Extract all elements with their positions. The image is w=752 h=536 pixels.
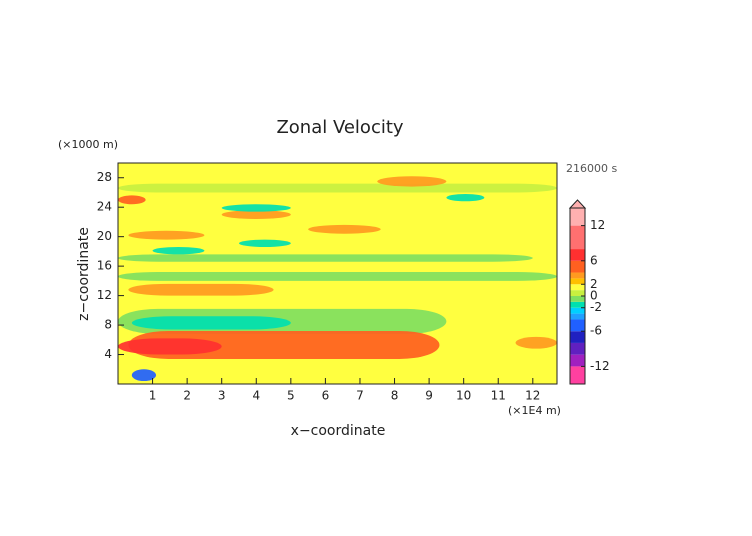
- colorbar-segment: [570, 272, 585, 279]
- colorbar-tick-label: -6: [590, 324, 602, 338]
- contour-region: [308, 224, 381, 234]
- contour-region: [118, 272, 557, 281]
- y-unit: (×1000 m): [58, 138, 118, 151]
- x-tick-label: 11: [491, 389, 506, 403]
- colorbar-segment: [570, 354, 585, 367]
- x-tick-label: 10: [456, 389, 471, 403]
- x-tick-label: 7: [356, 389, 364, 403]
- colorbar-segment: [570, 249, 585, 261]
- x-axis-label: x−coordinate: [291, 423, 386, 439]
- contour-region: [446, 193, 485, 202]
- contour-region: [221, 210, 291, 219]
- field: [118, 163, 557, 384]
- x-tick-label: 6: [322, 389, 330, 403]
- x-tick-label: 9: [425, 389, 433, 403]
- y-tick-label: 4: [104, 347, 112, 361]
- colorbar-segment: [570, 301, 585, 308]
- colorbar: -12 -6 -202 6 12: [568, 199, 610, 385]
- colorbar-segment: [570, 342, 585, 355]
- y-tick-label: 12: [97, 288, 112, 302]
- x-tick-label: 4: [252, 389, 260, 403]
- contour-region: [118, 195, 146, 205]
- contour-region: [128, 283, 274, 296]
- contour-region: [118, 338, 222, 355]
- x-tick-label: 3: [218, 389, 226, 403]
- colorbar-tick-label: 2: [590, 277, 598, 291]
- colorbar-segment: [570, 307, 585, 314]
- colorbar-segment: [570, 208, 585, 226]
- colorbar-tick-label: 0: [590, 289, 598, 303]
- y-tick-label: 8: [104, 318, 112, 332]
- colorbar-tick-label: 12: [590, 218, 605, 232]
- contour-region: [118, 183, 557, 193]
- time-label: 216000 s: [566, 162, 617, 175]
- contour-region: [128, 230, 205, 240]
- x-tick-label: 8: [391, 389, 399, 403]
- contour-region: [131, 369, 157, 382]
- x-tick-label: 2: [183, 389, 191, 403]
- colorbar-segment: [570, 296, 585, 302]
- y-tick-label: 28: [97, 170, 112, 184]
- colorbar-tick-label: -12: [590, 359, 610, 373]
- plot-frame: [117, 162, 558, 385]
- colorbar-segment: [570, 225, 585, 250]
- colorbar-segment: [570, 290, 585, 296]
- y-tick-label: 16: [97, 259, 112, 273]
- colorbar-segment: [570, 319, 585, 332]
- colorbar-segment: [570, 260, 585, 273]
- contour-region: [131, 316, 291, 330]
- colorbar-tick-label: 6: [590, 253, 598, 267]
- contour-region: [221, 204, 291, 212]
- colorbar-segment: [570, 366, 585, 384]
- colorbar-segment: [570, 284, 585, 291]
- x-tick-label: 1: [149, 389, 157, 403]
- contour-region: [238, 239, 291, 247]
- colorbar-segment: [570, 331, 585, 343]
- x-tick-label: 12: [525, 389, 540, 403]
- contour-region: [152, 246, 205, 255]
- colorbar-tick-label: -2: [590, 300, 602, 314]
- colorbar-segment: [570, 278, 585, 285]
- colorbar-arrow: [568, 199, 587, 209]
- contour-region: [118, 254, 533, 262]
- colorbar-segment: [570, 313, 585, 320]
- y-tick-label: 20: [97, 229, 112, 243]
- y-tick-label: 24: [97, 200, 112, 214]
- chart-title: Zonal Velocity: [276, 117, 403, 138]
- x-unit: (×1E4 m): [508, 404, 561, 417]
- y-axis-label: z−coordinate: [76, 227, 92, 321]
- contour-region: [515, 336, 557, 349]
- x-tick-label: 5: [287, 389, 295, 403]
- contour-region: [377, 176, 447, 187]
